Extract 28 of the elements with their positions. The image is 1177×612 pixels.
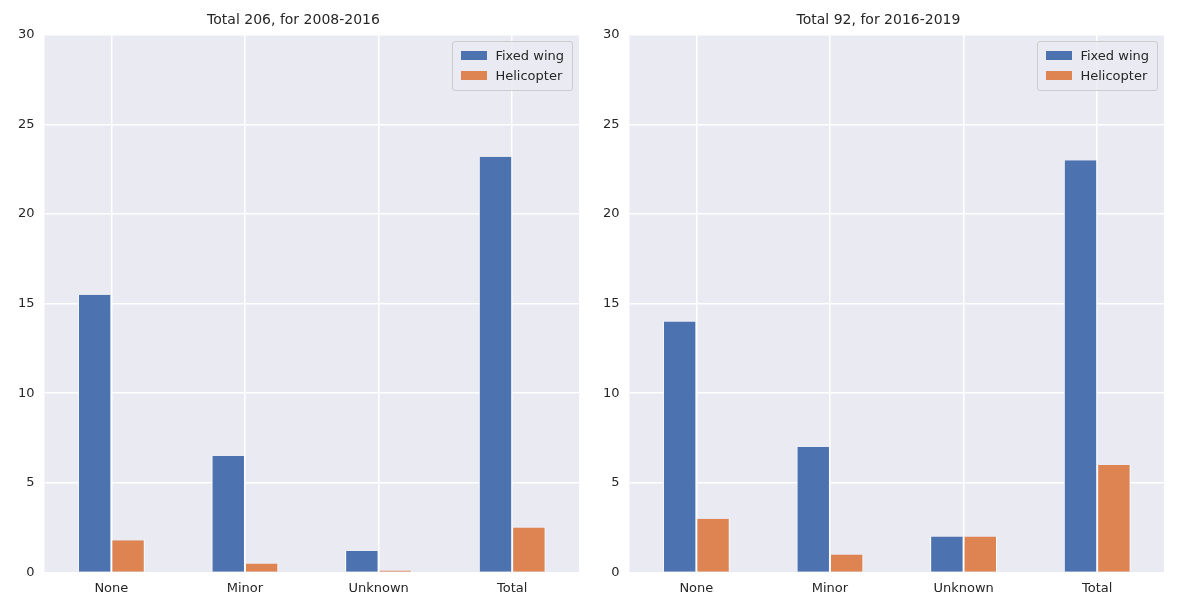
y-tick-label: 25 [603,115,620,131]
x-tick-label: Minor [226,579,264,595]
legend-label: Fixed wing [495,46,564,65]
y-tick-label: 20 [603,205,620,221]
legend-label: Helicopter [495,66,563,85]
y-tick-label: 30 [603,26,620,42]
y-tick-label: 10 [18,384,35,400]
y-tick-label: 30 [18,26,35,42]
x-tick-label: Unknown [933,579,994,595]
x-tick-label: Total [1081,579,1113,595]
chart-title: Total 92, for 2016-2019 [795,11,961,28]
y-tick-label: 20 [18,205,35,221]
x-tick-label: None [679,579,714,595]
x-tick-label: None [94,579,129,595]
x-tick-label: Total [496,579,528,595]
y-tick-label: 10 [603,384,620,400]
chart-title: Total 206, for 2008-2016 [206,11,380,28]
y-tick-label: 15 [18,294,35,310]
y-tick-label: 15 [603,294,620,310]
y-tick-label: 5 [26,474,35,490]
x-tick-label: Unknown [348,579,409,595]
y-tick-label: 0 [26,563,35,579]
y-tick-label: 0 [611,563,620,579]
y-tick-label: 25 [18,115,35,131]
x-tick-label: Minor [811,579,849,595]
legend-label: Fixed wing [1080,46,1149,65]
y-tick-label: 5 [611,474,620,490]
legend-label: Helicopter [1080,66,1148,85]
